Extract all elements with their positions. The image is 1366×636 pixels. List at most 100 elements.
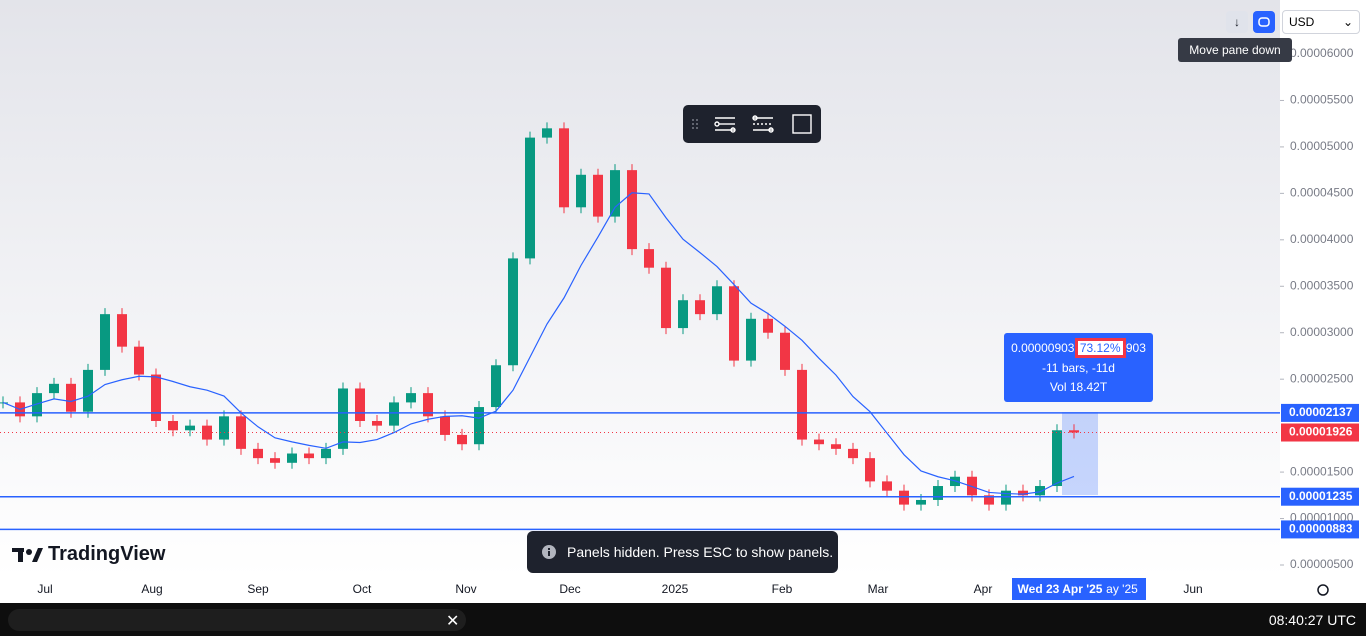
settings-icon <box>1317 584 1329 596</box>
volume: Vol 18.42T <box>1049 380 1108 394</box>
candle <box>32 393 42 417</box>
candle <box>695 300 705 315</box>
price-tick-label: 0.00001500 <box>1290 464 1354 478</box>
candle <box>372 420 382 426</box>
time-label: Jun <box>1183 582 1202 596</box>
clock: 08:40:27 UTC <box>1268 612 1356 628</box>
candle <box>899 490 909 505</box>
info-icon <box>542 545 556 559</box>
price-tick-label: 0.00000500 <box>1290 557 1354 571</box>
candle <box>355 388 365 421</box>
candle <box>1069 430 1079 433</box>
candle <box>474 407 484 445</box>
candle <box>406 393 416 403</box>
price-tick-label: 0.00003000 <box>1290 325 1354 339</box>
moving-average <box>2 192 1075 495</box>
candle <box>1001 490 1011 505</box>
time-label: Mar <box>868 582 889 596</box>
caret: ⌄ <box>1342 15 1353 29</box>
candle <box>593 174 603 217</box>
candle <box>66 383 76 412</box>
tick-change: 903 <box>1125 341 1146 355</box>
last-price-bg <box>1281 423 1359 442</box>
brand-name: TradingView <box>48 543 166 565</box>
currency-select[interactable]: USD ⌄ <box>1282 10 1360 34</box>
candle <box>440 416 450 435</box>
candle <box>814 439 824 445</box>
candle <box>678 300 688 329</box>
candle <box>49 383 59 394</box>
crosshair-date: Wed 23 Apr '25 <box>1018 582 1103 596</box>
time-label: Feb <box>772 582 793 596</box>
toast-text: Panels hidden. Press ESC to show panels. <box>567 544 834 560</box>
bar-count: -11 bars, -11d <box>1042 361 1115 375</box>
time-label: Oct <box>353 582 372 596</box>
candle <box>916 499 926 505</box>
candle <box>508 258 518 366</box>
candle <box>304 453 314 459</box>
candle <box>780 332 790 370</box>
candle <box>848 448 858 459</box>
toast: Panels hidden. Press ESC to show panels. <box>527 531 838 573</box>
price-tick-label: 0.00005500 <box>1290 93 1354 107</box>
candle <box>1035 486 1045 496</box>
candle <box>525 137 535 259</box>
tooltip: Move pane down <box>1178 38 1292 62</box>
candle <box>287 453 297 463</box>
candle <box>151 374 161 421</box>
candle <box>746 318 756 361</box>
candle <box>627 170 637 250</box>
last-price-label: 0.00001926 <box>1289 425 1353 439</box>
brand-logo <box>12 547 43 562</box>
price-change: 0.00000903 <box>1011 341 1075 355</box>
close-button[interactable]: ✕ <box>446 613 460 630</box>
time-label: Sep <box>247 582 269 596</box>
price-tick-label: 0.00002500 <box>1290 371 1354 385</box>
chart: 0.00006000 0.00005500 0.00005000 0.00004500… <box>0 0 1359 600</box>
level-label: 0.00002137 <box>1289 405 1353 419</box>
candle <box>1052 430 1062 487</box>
candle <box>219 416 229 440</box>
candle <box>338 388 348 449</box>
candle <box>117 314 127 347</box>
candle <box>576 174 586 208</box>
candle <box>644 249 654 268</box>
candle <box>882 481 892 491</box>
candle <box>610 170 620 217</box>
brand: TradingView <box>12 543 165 566</box>
candle <box>729 286 739 361</box>
candle <box>984 495 994 505</box>
candle <box>270 458 280 463</box>
chart-background <box>0 0 1280 578</box>
move-down-button[interactable]: ↓ <box>1226 11 1248 33</box>
candle <box>457 434 467 445</box>
measure-area <box>1062 412 1098 495</box>
candle <box>712 286 722 315</box>
candle <box>253 448 263 459</box>
time-label: Nov <box>455 582 476 596</box>
candle <box>389 402 399 426</box>
measure-tooltip: 0.00000903 73.12% 903 -11 bars, -11d Vol… <box>1004 333 1153 402</box>
candle <box>100 314 110 370</box>
price-tick-label: 0.00006000 <box>1290 46 1354 60</box>
measure-line: 0.00000903 73.12% 903 <box>1004 338 1153 358</box>
candle <box>134 346 144 375</box>
candle <box>423 393 433 417</box>
currency: USD <box>1289 15 1315 29</box>
candle <box>542 128 552 138</box>
sync-button[interactable] <box>1253 11 1275 33</box>
price-tick-label: 0.00005000 <box>1290 139 1354 153</box>
price-tick-label: 0.00004500 <box>1290 186 1354 200</box>
candle <box>797 369 807 440</box>
sync-icon <box>1258 17 1270 27</box>
price-tick-label: 0.00004000 <box>1290 232 1354 246</box>
candle <box>763 318 773 333</box>
price-tick-label: 0.00003500 <box>1290 278 1354 292</box>
partial-time-label: ay '25 <box>1106 582 1138 596</box>
time-label: Dec <box>559 582 580 596</box>
candle <box>185 425 195 431</box>
level-label-bg <box>1281 520 1359 539</box>
search-input[interactable] <box>8 609 466 631</box>
time-label: Jul <box>37 582 52 596</box>
time-label: 2025 <box>662 582 689 596</box>
